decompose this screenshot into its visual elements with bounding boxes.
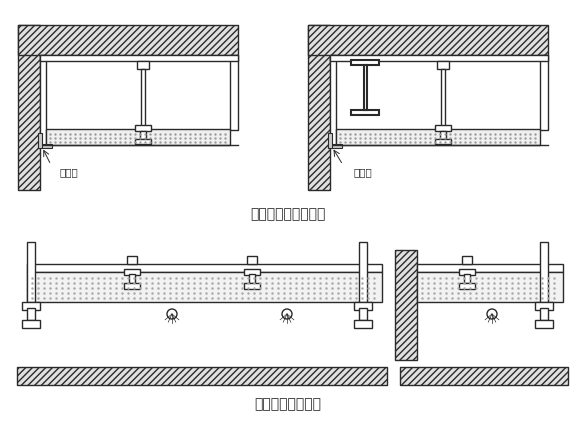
Circle shape (167, 309, 177, 319)
Bar (417, 272, 563, 302)
Bar (354, 320, 372, 328)
Bar (129, 274, 135, 283)
Bar (417, 264, 563, 272)
Bar (22, 320, 40, 328)
Bar (124, 283, 140, 289)
Bar (359, 308, 367, 320)
Bar (27, 272, 382, 302)
Bar (247, 256, 257, 264)
Bar (308, 25, 330, 190)
Bar (249, 274, 255, 283)
Bar (308, 25, 548, 55)
Bar (40, 55, 238, 61)
Bar (540, 55, 548, 130)
Bar (38, 144, 52, 148)
Bar (395, 250, 417, 360)
Bar (135, 139, 151, 144)
Text: 铝角线: 铝角线 (59, 167, 78, 177)
Bar (336, 129, 540, 145)
Bar (27, 242, 35, 302)
Bar (354, 302, 372, 310)
Bar (441, 69, 445, 129)
Bar (330, 55, 336, 145)
Bar (328, 144, 342, 148)
Bar (437, 61, 449, 69)
Bar (459, 283, 475, 289)
Bar (540, 242, 548, 302)
Bar (535, 302, 553, 310)
Bar (140, 131, 146, 139)
Bar (124, 269, 140, 275)
Circle shape (282, 309, 292, 319)
Bar (464, 274, 470, 283)
Text: 吊顶与窗帘盒的结合: 吊顶与窗帘盒的结合 (251, 207, 325, 221)
Bar (351, 60, 379, 65)
Bar (18, 25, 238, 55)
Bar (27, 264, 382, 272)
Bar (244, 283, 260, 289)
Bar (359, 242, 367, 302)
Bar (22, 302, 40, 310)
Bar (230, 55, 238, 130)
Bar (459, 269, 475, 275)
Text: 吊顶与灯盘的结合: 吊顶与灯盘的结合 (255, 397, 321, 411)
Bar (46, 129, 230, 145)
Bar (435, 125, 451, 131)
Bar (308, 25, 548, 55)
Bar (351, 110, 379, 115)
Bar (40, 55, 46, 145)
Bar (17, 367, 387, 385)
Bar (18, 25, 40, 190)
Bar (462, 256, 472, 264)
Bar (17, 367, 387, 385)
Bar (328, 133, 332, 148)
Bar (18, 25, 40, 190)
Bar (308, 25, 330, 190)
Bar (330, 55, 548, 61)
Bar (27, 308, 35, 320)
Bar (18, 25, 238, 55)
Bar (400, 367, 568, 385)
Circle shape (487, 309, 497, 319)
Bar (440, 131, 446, 139)
Bar (400, 367, 568, 385)
Bar (244, 269, 260, 275)
Bar (137, 61, 149, 69)
Bar (395, 250, 417, 360)
Bar (364, 65, 367, 110)
Text: 木铣条: 木铣条 (353, 167, 372, 177)
Bar (127, 256, 137, 264)
Bar (540, 308, 548, 320)
Bar (435, 139, 451, 144)
Bar (141, 69, 145, 129)
Bar (535, 320, 553, 328)
Bar (135, 125, 151, 131)
Bar (38, 133, 42, 148)
